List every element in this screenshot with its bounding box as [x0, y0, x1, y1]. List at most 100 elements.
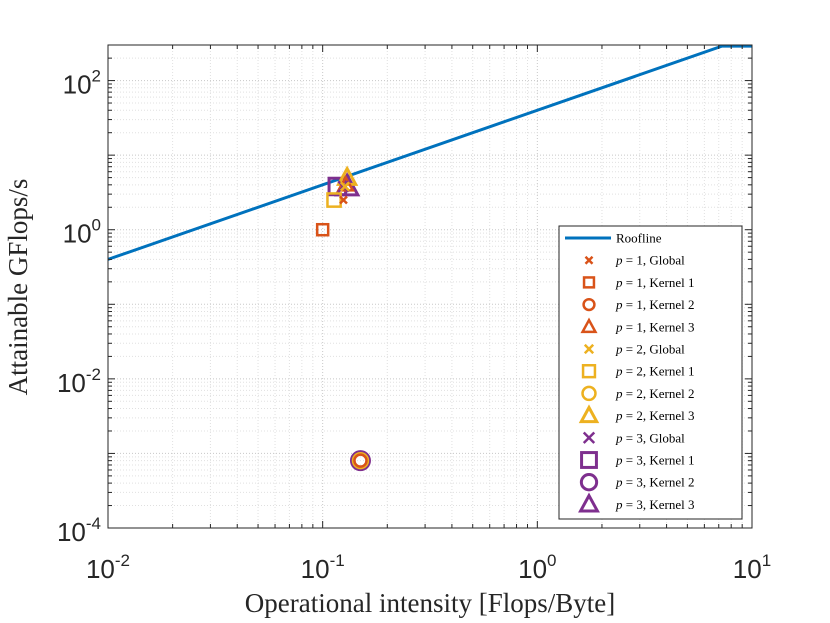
y-tick-exponent: 2: [92, 67, 101, 86]
legend-eq: = 2, Kernel 2: [623, 386, 695, 401]
legend-label: p = 3, Kernel 3: [615, 497, 694, 512]
data-point-p1-kernel-1: [315, 222, 330, 237]
marker-stroke: [583, 343, 595, 355]
y-tick-label: 10-2: [57, 365, 101, 398]
marker-shape: [579, 473, 599, 492]
legend-marker: [584, 255, 594, 265]
legend-eq: = 3, Kernel 2: [623, 475, 695, 490]
legend-eq: = 1, Kernel 2: [623, 297, 695, 312]
data-point-p2-global: [339, 181, 351, 192]
y-tick-base: 10: [57, 368, 86, 398]
legend-label: p = 1, Kernel 2: [615, 297, 694, 312]
legend-var: p: [615, 475, 623, 490]
legend-label: p = 2, Kernel 1: [615, 364, 694, 379]
data-point-p2-kernel-1: [326, 192, 342, 208]
legend-marker: [580, 451, 598, 469]
legend-label: p = 1, Kernel 3: [615, 319, 694, 334]
marker-shape: [582, 276, 596, 289]
marker-shape: [581, 364, 597, 379]
legend-marker: [582, 431, 596, 444]
plot-box: [107, 44, 753, 529]
data-point-p1-global: [339, 195, 348, 205]
marker-shape: [578, 492, 600, 513]
legend-var: p: [615, 497, 623, 512]
legend-var: p: [615, 453, 623, 468]
legend-marker: [579, 473, 599, 492]
data-point-p3-kernel-2: [349, 450, 371, 472]
legend-label: p = 2, Kernel 2: [615, 386, 694, 401]
legend-var: p: [615, 386, 623, 401]
marker-stroke: [339, 181, 351, 192]
legend-roofline-label: Roofline: [616, 231, 662, 246]
legend-var: p: [615, 430, 623, 445]
legend-marker: [581, 364, 597, 379]
legend-eq: = 2, Global: [623, 342, 686, 357]
legend-var: p: [615, 342, 623, 357]
data-point-p1-kernel-2: [353, 453, 368, 468]
legend-marker: [578, 492, 600, 513]
x-tick-label: 10-1: [301, 551, 345, 584]
legend-marker: [582, 297, 596, 312]
legend-box: [558, 225, 743, 520]
legend-marker: [583, 343, 595, 355]
y-tick-exponent: -4: [86, 514, 101, 533]
legend-eq: = 1, Kernel 3: [623, 319, 695, 334]
legend-label: p = 3, Global: [615, 430, 685, 445]
legend-var: p: [615, 364, 623, 379]
marker-shape: [580, 317, 598, 334]
legend-eq: = 1, Kernel 1: [623, 275, 695, 290]
legend-eq: = 3, Kernel 3: [623, 497, 695, 512]
legend-marker: [581, 385, 597, 402]
legend-marker: [578, 404, 600, 424]
legend-label: p = 1, Kernel 1: [615, 275, 694, 290]
x-tick-label: 100: [518, 551, 556, 584]
legend-eq: = 2, Kernel 1: [623, 364, 695, 379]
y-tick-base: 10: [57, 517, 86, 547]
legend-label: p = 3, Kernel 1: [615, 453, 694, 468]
y-tick-label: 100: [63, 216, 101, 249]
legend-var: p: [615, 253, 623, 268]
y-tick-base: 10: [63, 70, 92, 100]
y-axis-title: Attainable GFlops/s: [3, 179, 33, 396]
x-axis-title: Operational intensity [Flops/Byte]: [245, 588, 615, 618]
y-tick-label: 102: [63, 67, 101, 100]
marker-shape: [353, 453, 368, 468]
y-tick-exponent: -2: [86, 365, 101, 384]
x-tick-exponent: -2: [115, 551, 130, 570]
x-tick-exponent: 1: [762, 551, 771, 570]
x-tick-base: 10: [301, 554, 330, 584]
legend-label: p = 2, Global: [615, 342, 685, 357]
x-tick-base: 10: [86, 554, 115, 584]
x-tick-base: 10: [518, 554, 547, 584]
legend-marker: [582, 276, 596, 289]
marker-stroke: [582, 431, 596, 444]
x-tick-base: 10: [733, 554, 762, 584]
marker-shape: [578, 404, 600, 424]
marker-shape: [315, 222, 330, 237]
x-tick-label: 10-2: [86, 551, 130, 584]
marker-shape: [582, 297, 596, 312]
x-tick-exponent: 0: [547, 551, 556, 570]
legend-eq: = 3, Kernel 1: [623, 453, 695, 468]
marker-shape: [581, 385, 597, 402]
marker-shape: [580, 451, 598, 469]
marker-shape: [349, 450, 371, 472]
legend-eq: = 3, Global: [623, 430, 686, 445]
marker-stroke: [584, 255, 594, 265]
x-tick-label: 101: [733, 551, 771, 584]
legend-eq: = 2, Kernel 3: [623, 408, 695, 423]
legend-eq: = 1, Global: [623, 253, 686, 268]
y-tick-base: 10: [63, 219, 92, 249]
legend-var: p: [615, 319, 623, 334]
marker-shape: [326, 192, 342, 208]
y-tick-exponent: 0: [92, 216, 101, 235]
legend-var: p: [615, 408, 623, 423]
legend-label: p = 3, Kernel 2: [615, 475, 694, 490]
legend-label: p = 1, Global: [615, 253, 685, 268]
marker-stroke: [339, 195, 348, 205]
legend-marker: [580, 317, 598, 334]
y-tick-label: 10-4: [57, 514, 101, 547]
